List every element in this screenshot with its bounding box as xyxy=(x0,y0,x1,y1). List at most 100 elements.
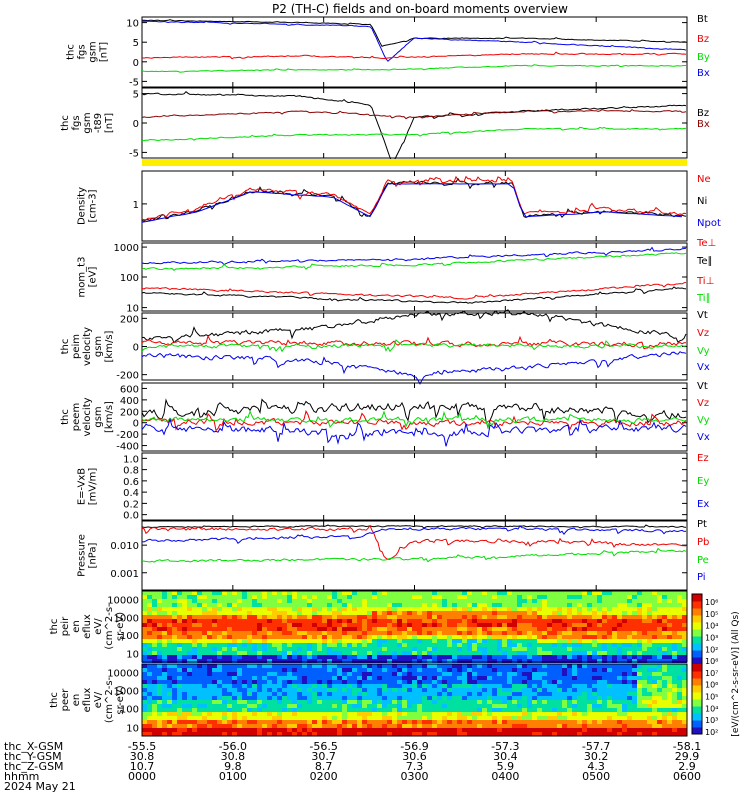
ephemeris-value: 30.7 xyxy=(311,750,336,763)
legend-Vy: Vy xyxy=(697,415,710,426)
legend-Vz: Vz xyxy=(697,398,709,409)
panel-3: 1 Density [cm-3] Ne Ni Npot xyxy=(77,170,721,242)
y-axis-label: gsm xyxy=(82,112,93,133)
series-pt xyxy=(141,524,687,529)
ephemeris-row-label: thc_Z-GSM xyxy=(4,760,64,773)
legend-Te∥: Te∥ xyxy=(696,256,713,267)
y-axis-label: Density xyxy=(77,187,88,225)
colorbar-tick-label: 10² xyxy=(705,645,718,654)
ephemeris-value: -55.5 xyxy=(127,740,157,753)
series-ti-par xyxy=(141,252,687,271)
y-tick-label: 0.0 xyxy=(123,511,139,522)
series-pi xyxy=(141,525,687,545)
ephemeris-value: 9.8 xyxy=(224,760,242,773)
y-axis-label: velocity xyxy=(82,397,93,436)
legend-Ez: Ez xyxy=(697,453,709,464)
colorbar-tick-label: 10² xyxy=(705,728,718,737)
y-axis-label: [km/s] xyxy=(104,330,115,362)
legend-Vz: Vz xyxy=(697,328,709,339)
y-tick-label: 0.2 xyxy=(123,499,139,510)
colorbar-tick-label: 10⁸ xyxy=(705,657,718,666)
ephemeris-row-label: thc_Y-GSM xyxy=(4,750,62,763)
y-axis-label: [mV/m] xyxy=(88,468,99,506)
colorbar: 10⁶ 10⁵ 10⁴ 10³ 10² 10⁸ 10⁷ 10⁶ 10⁵ 10⁴ 10³ 10² [eV/… xyxy=(691,593,741,737)
y-axis-label: eflux xyxy=(82,614,93,639)
ephemeris-value: 7.3 xyxy=(405,760,424,773)
y-axis-label: thc xyxy=(66,44,77,60)
panel-frame xyxy=(141,452,688,521)
y-axis-label: peir xyxy=(60,616,71,636)
colorbar-tick-label: 10⁴ xyxy=(705,622,718,631)
y-axis-label: en xyxy=(71,620,82,633)
panel-8: 0.010 0.001 Pressure [nPa] Pt Pb Pe Pi xyxy=(77,519,709,591)
panel-frame xyxy=(141,312,688,381)
y-tick-label: 0.4 xyxy=(123,488,139,499)
series-te-perp xyxy=(141,246,687,266)
y-tick-label: 0 xyxy=(133,343,139,354)
colorbar-frame xyxy=(691,593,703,735)
y-tick-label: 200 xyxy=(120,407,139,418)
y-axis-label: gsm xyxy=(93,336,104,357)
colorbar-tick-label: 10³ xyxy=(705,716,718,725)
y-axis-label: thc xyxy=(60,339,71,355)
series-bz xyxy=(141,51,687,60)
y-axis-label: velocity xyxy=(82,327,93,366)
panel-5: 200 0 -200 thc peim velocity gsm [km/s] Vt Vz Vy Vx xyxy=(60,309,710,385)
legend-Vt: Vt xyxy=(697,310,708,321)
legend-Vx: Vx xyxy=(697,432,710,443)
y-tick-label: 0.010 xyxy=(110,541,139,552)
series-te-par xyxy=(141,286,687,304)
y-tick-label: -200 xyxy=(116,430,139,441)
y-axis-label: [nT] xyxy=(99,42,110,62)
y-tick-label: 5 xyxy=(133,38,139,49)
y-axis-label: fgs xyxy=(71,115,82,130)
series-vx xyxy=(141,351,687,385)
y-axis-label: thc xyxy=(60,115,71,131)
ephemeris-value: 0100 xyxy=(218,770,247,783)
y-tick-label: 1000 xyxy=(114,687,139,698)
y-tick-label: 0.001 xyxy=(110,569,139,580)
colorbar-tick-label: 10⁶ xyxy=(705,598,718,607)
legend-Bz: Bz xyxy=(697,34,709,45)
ephemeris-value: -56.0 xyxy=(218,740,248,753)
y-axis-label: thc xyxy=(49,692,60,708)
ephemeris-value: -57.7 xyxy=(581,740,611,753)
legend-Ni: Ni xyxy=(697,196,707,207)
y-tick-label: 10 xyxy=(126,19,139,30)
legend-Ti∥: Ti∥ xyxy=(696,293,711,304)
colorbar-tick-label: 10⁴ xyxy=(705,704,718,713)
legend-Ti⊥: Ti⊥ xyxy=(696,276,714,287)
series-vz xyxy=(141,409,687,432)
y-tick-label: -200 xyxy=(116,371,139,382)
y-tick-label: 100 xyxy=(120,705,139,716)
series-ti-perp xyxy=(141,281,687,300)
ephemeris-value: 10.7 xyxy=(129,760,155,773)
legend-Bx: Bx xyxy=(697,119,710,130)
y-tick-label: 10000 xyxy=(107,596,139,607)
ephemeris-value: -58.1 xyxy=(672,740,702,753)
colorbar-tick-label: 10⁵ xyxy=(705,693,718,702)
y-axis-label: eV/ xyxy=(93,618,104,635)
series-vy xyxy=(141,410,687,429)
y-tick-label: -5 xyxy=(129,77,139,88)
series-vt xyxy=(141,398,687,430)
colorbar-label: [eV/(cm^2-s-sr-eV)] (All Qs) xyxy=(731,611,741,736)
series-bz xyxy=(141,91,687,164)
y-axis-label: mom_t3 xyxy=(77,257,88,298)
series-vz xyxy=(141,334,687,350)
panel-1: 10 5 0 -5 thc fgs gsm [nT] Bt Bz By Bx xyxy=(66,14,710,88)
y-tick-label: 0 xyxy=(133,419,139,430)
y-axis-label: en xyxy=(71,694,82,707)
legend-Te⊥: Te⊥ xyxy=(696,238,716,249)
y-tick-label: 1 xyxy=(133,200,139,211)
y-axis-label: gsm xyxy=(93,406,104,427)
y-axis-label: [eV] xyxy=(88,267,99,288)
colorbar-tick-label: 10⁵ xyxy=(705,610,718,619)
series-bx xyxy=(141,108,687,120)
y-tick-label: 10 xyxy=(126,723,139,734)
y-axis-label: fgs xyxy=(77,44,88,59)
